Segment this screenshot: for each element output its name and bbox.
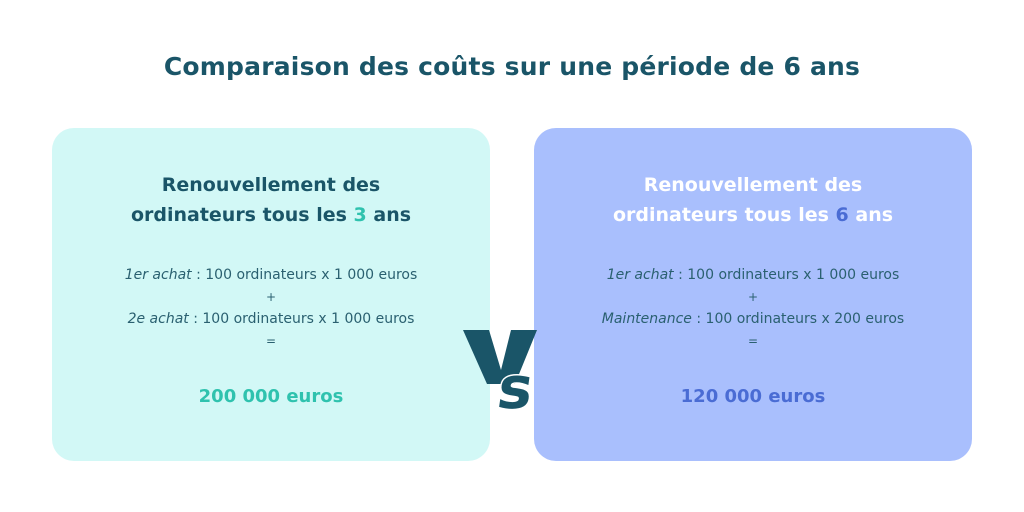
total-cost: 120 000 euros: [680, 386, 826, 407]
card-renewal-3-years: Renouvellement des ordinateurs tous les …: [52, 128, 490, 461]
heading-suffix: ans: [366, 204, 412, 226]
heading-number: 6: [835, 204, 849, 226]
line2-label: Maintenance: [601, 311, 692, 327]
heading-line1: Renouvellement des: [643, 174, 863, 196]
line1-label: 1er achat: [606, 267, 674, 283]
equals-operator: =: [265, 334, 277, 348]
line1-text: : 100 ordinateurs x 1 000 euros: [673, 267, 900, 283]
line1-text: : 100 ordinateurs x 1 000 euros: [191, 267, 418, 283]
line2-text: : 100 ordinateurs x 1 000 euros: [188, 311, 415, 327]
equals-operator: =: [747, 334, 759, 348]
heading-line1: Renouvellement des: [161, 174, 381, 196]
cost-calculation: 1er achat : 100 ordinateurs x 1 000 euro…: [52, 264, 490, 352]
heading-suffix: ans: [848, 204, 894, 226]
line1-label: 1er achat: [124, 267, 192, 283]
cost-calculation: 1er achat : 100 ordinateurs x 1 000 euro…: [534, 264, 972, 352]
page-title: Comparaison des coûts sur une période de…: [163, 52, 861, 81]
total-cost: 200 000 euros: [198, 386, 344, 407]
plus-operator: +: [265, 290, 277, 304]
card-heading: Renouvellement des ordinateurs tous les …: [52, 170, 490, 230]
heading-line2: ordinateurs tous les: [130, 204, 354, 226]
versus-logo: s: [463, 330, 539, 412]
card-heading: Renouvellement des ordinateurs tous les …: [534, 170, 972, 230]
line2-text: : 100 ordinateurs x 200 euros: [691, 311, 905, 327]
heading-number: 3: [353, 204, 367, 226]
svg-text:s: s: [494, 354, 538, 412]
line2-label: 2e achat: [127, 311, 189, 327]
plus-operator: +: [747, 290, 759, 304]
card-renewal-6-years: Renouvellement des ordinateurs tous les …: [534, 128, 972, 461]
heading-line2: ordinateurs tous les: [612, 204, 836, 226]
